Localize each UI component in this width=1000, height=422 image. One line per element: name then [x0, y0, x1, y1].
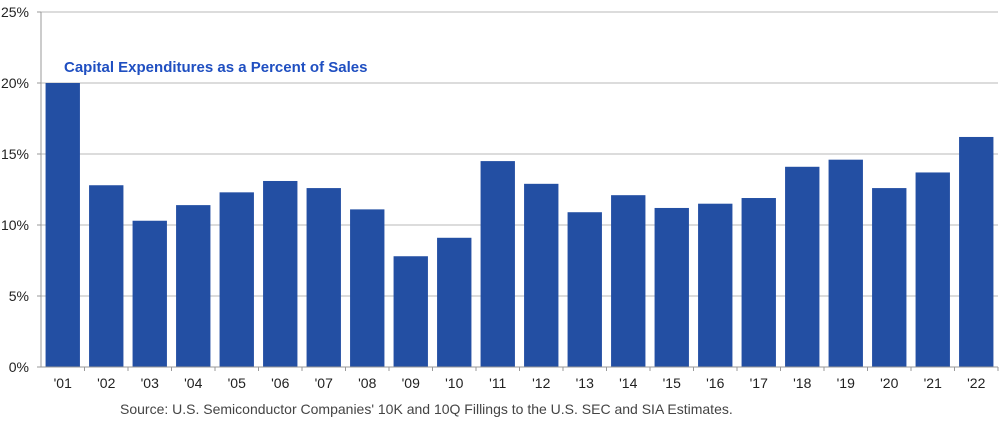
x-tick-label: '20 — [880, 375, 898, 391]
x-tick-label: '06 — [271, 375, 289, 391]
y-tick-label: 20% — [1, 75, 29, 91]
x-tick-label: '05 — [228, 375, 246, 391]
bar — [437, 237, 472, 367]
x-tick-label: '22 — [967, 375, 985, 391]
x-tick-label: '16 — [706, 375, 724, 391]
bar — [698, 203, 733, 367]
y-tick-label: 5% — [9, 288, 29, 304]
bar — [45, 83, 80, 367]
bar — [350, 209, 385, 367]
x-tick-label: '12 — [532, 375, 550, 391]
x-tick-label: '18 — [793, 375, 811, 391]
bar — [132, 220, 167, 367]
x-tick-label: '07 — [315, 375, 333, 391]
x-tick-label: '03 — [141, 375, 159, 391]
source-note: Source: U.S. Semiconductor Companies' 10… — [120, 401, 733, 417]
x-tick-label: '17 — [750, 375, 768, 391]
bar — [176, 205, 211, 367]
bar — [567, 212, 602, 367]
bar — [828, 159, 863, 367]
x-tick-label: '21 — [924, 375, 942, 391]
bar — [480, 161, 515, 367]
bar — [785, 166, 820, 367]
y-tick-label: 25% — [1, 4, 29, 20]
bar — [915, 172, 950, 367]
chart-title: Capital Expenditures as a Percent of Sal… — [64, 59, 367, 76]
x-tick-label: '09 — [402, 375, 420, 391]
x-tick-label: '02 — [97, 375, 115, 391]
x-tick-label: '11 — [489, 375, 506, 391]
x-tick-label: '13 — [576, 375, 594, 391]
bar — [306, 188, 341, 367]
bar — [263, 180, 298, 367]
bar — [219, 192, 254, 367]
x-tick-label: '04 — [184, 375, 202, 391]
bar — [872, 188, 907, 367]
bar — [393, 256, 428, 367]
axes: 0% 5% 10% 15% 20% 25% '01 '02 '03 '04 '05 '06 '07 '08… — [1, 4, 999, 391]
x-tick-label: '19 — [837, 375, 855, 391]
x-tick-label: '15 — [663, 375, 681, 391]
bar — [654, 207, 689, 367]
bar — [959, 136, 994, 367]
x-tick-label: '08 — [358, 375, 376, 391]
y-tick-label: 15% — [1, 146, 29, 162]
x-tick-label: '10 — [445, 375, 463, 391]
bar — [524, 183, 559, 367]
x-tick-label: '14 — [619, 375, 637, 391]
bars — [45, 83, 994, 367]
x-tick-label: '01 — [54, 375, 72, 391]
bar — [89, 185, 124, 367]
bar — [611, 195, 646, 367]
y-tick-label: 10% — [1, 217, 29, 233]
y-tick-label: 0% — [9, 359, 29, 375]
bar — [741, 198, 776, 367]
